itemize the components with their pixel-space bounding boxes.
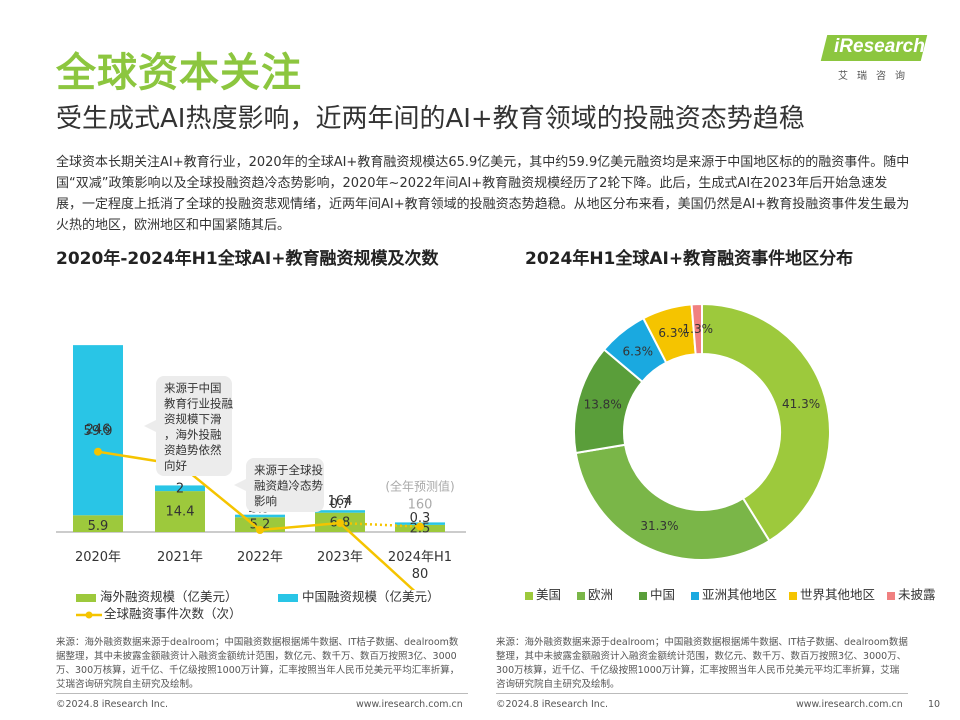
donut-legend-label-4: 世界其他地区 [800,587,876,602]
bar-chart-title: 2020年-2024年H1全球AI+教育融资规模及次数 [56,249,439,269]
legend-china: 中国融资规模（亿美元） [278,586,440,605]
legend-overseas: 海外融资规模（亿美元） [76,586,238,605]
x-tick-3: 2023年 [317,550,363,565]
donut-legend-swatch-5 [887,591,895,600]
page-subtitle: 受生成式AI热度影响，近两年间的AI+教育领域的投融资态势趋稳 [56,104,805,134]
donut-legend-item-1: 欧洲 [577,584,613,603]
bar-china-0 [73,345,123,516]
annotation-china-decline-pointer [144,420,156,432]
legend-events-label: 全球融资事件次数（次） [104,606,242,621]
annotation-global-cooling-box [246,458,324,512]
donut-legend-label-1: 欧洲 [588,587,614,602]
annotation-china-decline-box [156,376,232,476]
donut-legend-label-5: 未披露 [898,587,936,602]
annotation-china-decline-line-5: 向好 [164,459,187,473]
events-label-4: 80 [412,567,429,582]
donut-legend-label-2: 中国 [650,587,676,602]
label-overseas-0: 5.9 [88,519,109,534]
donut-legend-label-3: 亚洲其他地区 [702,587,778,602]
events-point-3 [336,519,344,528]
annotation-global-cooling-line-2: 影响 [254,494,277,508]
footer-copyright-left: ©2024.8 iResearch Inc. [56,699,169,710]
events-label-0: 246 [86,423,111,438]
label-china-4: 0.3 [410,511,431,526]
bar-china-1 [155,485,205,492]
footer-url-left: www.iresearch.com.cn [356,699,463,710]
x-tick-2: 2022年 [237,550,283,565]
logo-text: iResearch [834,36,925,57]
slice-label-1: 31.3% [640,519,678,533]
slice-1 [574,443,771,561]
page-number: 10 [928,699,941,710]
forecast-note-label: (全年预测值) [385,479,454,494]
donut-legend-swatch-4 [789,591,797,600]
events-point-2 [256,526,264,534]
logo-subtext: 艾瑞咨询 [838,71,914,82]
donut-legend: 美国 欧洲 中国 亚洲其他地区 世界其他地区 未披露 [525,584,936,603]
donut-chart: 41.3%31.3%13.8%6.3%6.3%1.3% [573,302,831,561]
donut-legend-item-3: 亚洲其他地区 [691,584,777,603]
slice-5 [690,302,703,356]
forecast-line [339,521,421,528]
annotation-global-cooling-pointer [234,479,246,491]
label-china-0: 59.9 [84,424,113,439]
annotation-china-decline-line-0: 来源于中国 [164,381,222,395]
annotation-global-cooling-line-1: 融资趋冷态势 [254,479,323,493]
events-point-0 [94,447,102,456]
bar-overseas-0 [73,515,123,532]
bar-china-3 [315,510,365,513]
donut-legend-item-0: 美国 [525,584,561,603]
x-tick-1: 2021年 [157,550,203,565]
donut-legend-swatch-2 [639,591,647,600]
legend-overseas-label: 海外融资规模（亿美元） [100,589,238,604]
events-label-3: 164 [328,494,353,509]
annotation-china-decline-line-2: 资规模下滑 [164,412,222,426]
source-note-left: 来源：海外融资数据来源于dealroom；中国融资数据根据烯牛数据、IT桔子数据… [56,637,460,690]
label-china-3: 0.7 [330,497,351,512]
forecast-value-label: 160 [408,498,433,513]
footer-divider-right [496,693,908,694]
bar-china-2 [235,514,285,518]
slice-label-2: 13.8% [584,398,622,412]
x-tick-4: 2024年H1 [388,550,452,565]
donut-legend-item-5: 未披露 [887,584,936,603]
footer-url-right: www.iresearch.com.cn [796,699,903,710]
page-title: 全球资本关注 [56,50,302,96]
legend-events: 全球融资事件次数（次） [76,603,242,622]
annotation-china-decline-line-1: 教育行业投融 [164,397,233,411]
donut-legend-item-4: 世界其他地区 [789,584,875,603]
bar-line-chart: 5.959.92020年14.422021年5.20.92022年6.80.72… [56,345,466,590]
bar-overseas-1 [155,491,205,532]
body-paragraph: 全球资本长期关注AI+教育行业，2020年的全球AI+教育融资规模达65.9亿美… [56,155,910,233]
slice-label-0: 41.3% [782,397,820,411]
donut-legend-label-0: 美国 [536,587,562,602]
legend-china-label: 中国融资规模（亿美元） [302,589,440,604]
footer-copyright-right: ©2024.8 iResearch Inc. [496,699,609,710]
source-note-right: 来源：海外融资数据来源于dealroom；中国融资数据根据烯牛数据、IT桔子数据… [496,637,908,690]
annotation-global-cooling-line-0: 来源于全球投 [254,463,323,477]
slice-0 [701,302,831,543]
forecast-point [416,522,424,531]
annotation-china-decline-line-4: 资趋势依然 [164,443,222,457]
donut-legend-swatch-3 [691,591,699,600]
slice-label-4: 6.3% [658,326,689,340]
slice-label-3: 6.3% [623,344,654,358]
footer-divider-left [56,693,468,694]
donut-legend-swatch-0 [525,591,533,600]
donut-legend-swatch-1 [577,591,585,600]
label-china-1: 2 [176,481,184,496]
label-overseas-1: 14.4 [166,505,195,520]
donut-chart-title: 2024年H1全球AI+教育融资事件地区分布 [525,249,854,269]
donut-legend-item-2: 中国 [639,584,675,603]
x-tick-0: 2020年 [75,550,121,565]
annotation-china-decline-line-3: ，海外投融 [164,428,222,442]
slice-label-5: 1.3% [683,322,714,336]
